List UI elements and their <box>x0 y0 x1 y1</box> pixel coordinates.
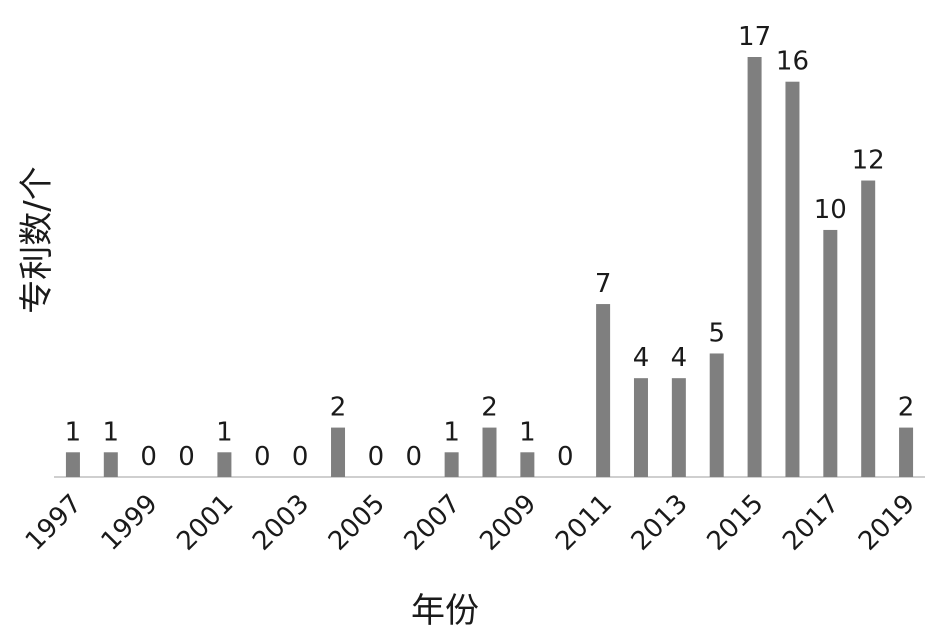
bar <box>331 427 346 477</box>
x-tick-label: 2001 <box>171 489 239 557</box>
data-label: 16 <box>776 47 809 77</box>
data-label: 0 <box>292 442 309 472</box>
x-tick-label: 2011 <box>550 489 618 557</box>
bar <box>596 304 611 477</box>
data-label: 2 <box>330 393 347 423</box>
bar <box>482 427 497 477</box>
bar <box>785 81 800 478</box>
data-label: 10 <box>814 195 847 225</box>
bar <box>217 452 232 477</box>
x-tick-label: 2017 <box>777 489 845 557</box>
data-label: 2 <box>481 393 498 423</box>
bar <box>823 229 838 477</box>
data-label: 4 <box>671 343 688 373</box>
bar <box>671 378 686 477</box>
x-tick-label: 2007 <box>399 489 467 557</box>
bar <box>709 353 724 477</box>
bar <box>444 452 459 477</box>
x-tick-label: 2015 <box>702 489 770 557</box>
data-label: 1 <box>216 417 233 447</box>
data-label: 1 <box>519 417 536 447</box>
data-label: 5 <box>708 318 725 348</box>
bar <box>103 452 118 477</box>
data-label: 0 <box>140 442 157 472</box>
x-tick-label: 2003 <box>247 489 315 557</box>
x-tick-label: 2019 <box>853 489 921 557</box>
bar <box>65 452 80 477</box>
x-tick-label: 2009 <box>474 489 542 557</box>
data-label: 7 <box>595 269 612 299</box>
bar <box>747 57 762 477</box>
bar <box>633 378 648 477</box>
bar <box>899 427 914 477</box>
data-label: 0 <box>178 442 195 472</box>
y-axis-title: 专利数/个 <box>17 166 57 313</box>
data-label: 2 <box>898 393 915 423</box>
x-tick-label: 1997 <box>20 489 88 557</box>
data-label: 17 <box>738 22 771 52</box>
data-label: 1 <box>443 417 460 447</box>
data-label: 0 <box>368 442 385 472</box>
x-tick-label: 1999 <box>96 489 164 557</box>
data-label: 4 <box>633 343 650 373</box>
data-label: 0 <box>405 442 422 472</box>
bar <box>520 452 535 477</box>
data-label: 1 <box>103 417 120 447</box>
x-tick-label: 2005 <box>323 489 391 557</box>
data-label: 0 <box>254 442 271 472</box>
bar <box>861 180 876 477</box>
data-label: 12 <box>852 146 885 176</box>
x-tick-label: 2013 <box>626 489 694 557</box>
x-axis-title: 年份 <box>411 591 479 631</box>
data-label: 1 <box>65 417 82 447</box>
data-label: 0 <box>557 442 574 472</box>
